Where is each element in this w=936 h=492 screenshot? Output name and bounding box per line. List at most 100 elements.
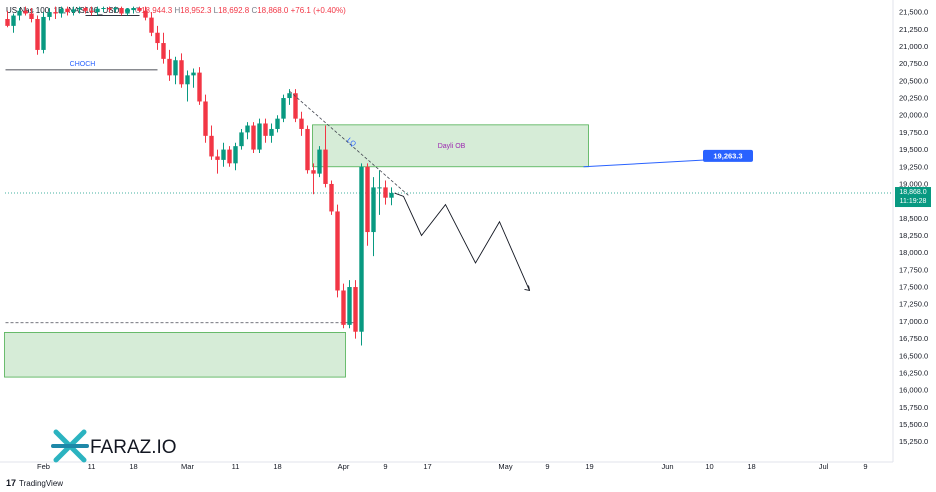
y-tick-label: 18,500.0 [899,214,928,223]
y-tick-label: 16,000.0 [899,386,928,395]
demand-zone [4,332,346,378]
candle-body [221,149,226,160]
y-tick-label: 16,500.0 [899,351,928,360]
daily-ob-label: Dayli OB [438,143,466,150]
faraz-x-logo-icon [51,429,89,463]
candle-body [29,13,34,19]
y-tick-label: 15,500.0 [899,420,928,429]
logo-text: FARAZ.IO [90,437,177,458]
candle-body [353,287,358,332]
candle-body [209,135,214,157]
x-tick-label: Jun [661,462,673,471]
price-tag-label: 19,263.3 [713,152,742,161]
price-tag-pointer [583,159,708,168]
candle-body [275,118,280,129]
x-tick-label: 9 [383,462,387,471]
candle-body [287,93,292,99]
daily-ob-zone [312,124,589,168]
x-tick-label: Mar [181,462,194,471]
projection-path [394,192,530,291]
y-tick-label: 17,250.0 [899,300,928,309]
candle-body [161,43,166,59]
candle-body [227,149,232,164]
candle-body [35,18,40,50]
y-tick-label: 17,000.0 [899,317,928,326]
y-tick-label: 15,250.0 [899,437,928,446]
candle-body [101,8,106,9]
candle-body [389,193,394,198]
candle-body [71,9,76,13]
candle-body [251,125,256,150]
candle-body [371,187,376,233]
candle-body [293,93,298,119]
candle-body [131,8,136,11]
candle-body [173,60,178,76]
change-value: +76.1 (+0.40%) [290,6,346,15]
y-tick-label: 21,250.0 [899,25,928,34]
high-value: 18,952.3 [180,6,212,15]
candle-body [107,8,112,10]
y-tick-label: 20,250.0 [899,94,928,103]
candle-body [383,187,388,198]
candle-body [47,12,52,17]
candle-body [365,166,370,233]
y-tick-label: 16,250.0 [899,368,928,377]
tradingview-brand: TradingView [19,478,64,488]
countdown-label: 11:19:28 [900,198,927,205]
tradingview-logo-icon: 17 [6,478,17,488]
candle-body [113,8,118,10]
tradingview-footer[interactable]: 17 TradingView [6,478,63,488]
candle-body [143,10,148,18]
y-tick-label: 15,750.0 [899,403,928,412]
y-tick-label: 20,750.0 [899,59,928,68]
candle-body [299,118,304,129]
candle-body [335,211,340,291]
candle-body [245,125,250,133]
lq-trendline [289,90,410,197]
y-tick-label: 18,000.0 [899,248,928,257]
y-tick-label: 20,500.0 [899,76,928,85]
candle-body [341,290,346,325]
candle-body [377,187,382,189]
current-price-label: 18,868.0 [899,189,926,196]
x-tick-label: 9 [863,462,867,471]
y-tick-label: 21,000.0 [899,42,928,51]
candle-body [5,18,10,26]
x-tick-label: 19 [585,462,593,471]
candle-body [311,170,316,174]
candle-body [215,156,220,160]
low-label: L [213,6,219,15]
x-tick-label: Jul [819,462,829,471]
candle-body [167,58,172,76]
candle-body [179,60,184,85]
y-tick-label: 17,750.0 [899,265,928,274]
y-tick-label: 18,250.0 [899,231,928,240]
candle-body [305,128,310,171]
close-label: C [251,6,258,15]
y-tick-label: 17,500.0 [899,283,928,292]
candle-body [269,128,274,136]
projection-arrow-icon [524,285,531,292]
candle-body [317,149,322,174]
lq-label: LQ [345,137,357,149]
candle-body [263,123,268,136]
x-tick-label: 10 [705,462,713,471]
y-tick-label: 19,250.0 [899,162,928,171]
candle-body [89,10,94,13]
y-tick-label: 21,500.0 [899,8,928,17]
candle-body [149,17,154,33]
candle-body [281,98,286,119]
candle-body [323,149,328,184]
candle-body [257,123,262,150]
x-tick-label: 11 [88,462,96,471]
candle-body [41,16,46,50]
candle-body [23,10,28,14]
x-tick-label: 9 [545,462,549,471]
candle-body [83,8,88,11]
candle-body [95,8,100,13]
x-tick-label: Feb [37,462,50,471]
y-tick-label: 20,000.0 [899,111,928,120]
high-label: H [174,6,181,15]
candle-body [17,10,22,16]
